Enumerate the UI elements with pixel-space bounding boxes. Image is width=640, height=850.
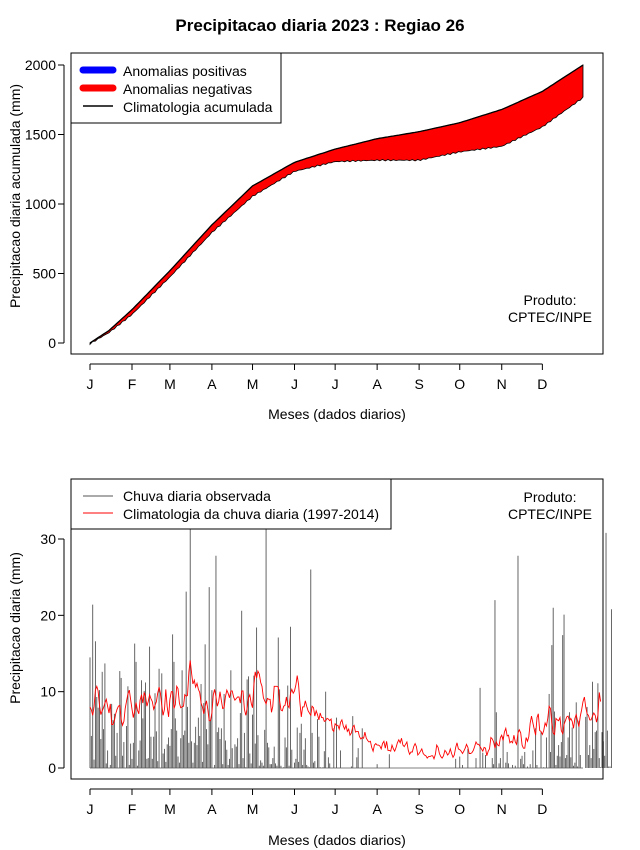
chart2-produto: Produto: CPTEC/INPE xyxy=(490,489,610,523)
y-tick-label: 2000 xyxy=(25,57,56,73)
x-tick-label: A xyxy=(207,801,217,817)
chart2-xlabel: Meses (dados diarios) xyxy=(268,832,406,848)
x-tick-label: J xyxy=(291,376,298,392)
y-tick-label: 0 xyxy=(48,335,56,351)
chart2-ylabel: Precipitacao diaria (mm) xyxy=(7,552,23,704)
y-tick-label: 20 xyxy=(40,607,56,623)
x-tick-label: A xyxy=(372,801,382,817)
chart-title: Precipitacao diaria 2023 : Regiao 26 xyxy=(175,16,465,35)
x-tick-label: A xyxy=(207,376,217,392)
x-tick-label: J xyxy=(332,376,339,392)
y-tick-label: 30 xyxy=(40,531,56,547)
x-tick-label: F xyxy=(128,801,137,817)
chart1-produto: Produto: CPTEC/INPE xyxy=(490,292,610,326)
legend-entry: Anomalias negativas xyxy=(123,81,252,97)
x-tick-label: N xyxy=(497,376,507,392)
y-tick-label: 500 xyxy=(33,266,57,282)
produto-line1: Produto: xyxy=(523,292,577,308)
legend-entry: Climatologia da chuva diaria (1997-2014) xyxy=(123,506,379,522)
produto-line1: Produto: xyxy=(523,489,577,505)
y-tick-label: 0 xyxy=(48,760,56,776)
x-tick-label: F xyxy=(128,376,137,392)
x-tick-label: O xyxy=(454,801,465,817)
chart1-ylabel: Precipitacao diaria acumulada (mm) xyxy=(7,83,23,309)
x-tick-label: J xyxy=(332,801,339,817)
x-tick-label: D xyxy=(537,376,547,392)
chart1-xlabel: Meses (dados diarios) xyxy=(268,406,406,422)
x-tick-label: J xyxy=(87,801,94,817)
x-tick-label: M xyxy=(247,376,259,392)
x-tick-label: A xyxy=(372,376,382,392)
x-tick-label: J xyxy=(291,801,298,817)
legend-entry: Chuva diaria observada xyxy=(123,488,271,504)
x-tick-label: S xyxy=(414,801,423,817)
climatology-cumulative-line xyxy=(89,64,584,344)
y-tick-label: 1500 xyxy=(25,127,56,143)
y-tick-label: 1000 xyxy=(25,196,56,212)
legend-entry: Anomalias positivas xyxy=(123,63,247,79)
x-tick-label: M xyxy=(164,376,176,392)
produto-line2: CPTEC/INPE xyxy=(507,506,592,522)
x-tick-label: N xyxy=(497,801,507,817)
climatology-daily-line xyxy=(89,660,602,761)
x-tick-label: O xyxy=(454,376,465,392)
x-tick-label: D xyxy=(537,801,547,817)
x-tick-label: J xyxy=(87,376,94,392)
produto-line2: CPTEC/INPE xyxy=(507,309,592,325)
x-tick-label: M xyxy=(247,801,259,817)
x-tick-label: M xyxy=(164,801,176,817)
cumulative-chart: 0 500 1000 1500 2000 J F M A M J J A S O N D Anomalias po… xyxy=(25,52,604,392)
x-tick-label: S xyxy=(414,376,423,392)
legend-entry: Climatologia acumulada xyxy=(123,99,273,115)
y-tick-label: 10 xyxy=(40,684,56,700)
plot-frame xyxy=(70,52,604,355)
legend-box xyxy=(70,478,392,530)
daily-chart: 0 10 20 30 J F M A M J J A S O N D Chuva diaria observad… xyxy=(40,478,612,817)
